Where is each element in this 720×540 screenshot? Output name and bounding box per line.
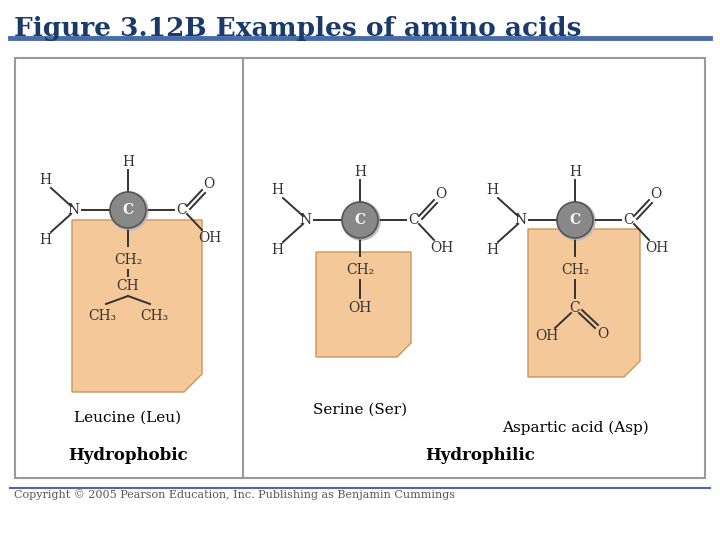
Text: CH₂: CH₂ bbox=[346, 263, 374, 277]
Polygon shape bbox=[72, 220, 202, 392]
Circle shape bbox=[110, 192, 148, 230]
Text: H: H bbox=[486, 243, 498, 257]
Circle shape bbox=[558, 203, 594, 239]
Text: Copyright © 2005 Pearson Education, Inc. Publishing as Benjamin Cummings: Copyright © 2005 Pearson Education, Inc.… bbox=[14, 490, 455, 501]
Text: Figure 3.12B Examples of amino acids: Figure 3.12B Examples of amino acids bbox=[14, 16, 582, 41]
Text: Serine (Ser): Serine (Ser) bbox=[313, 403, 407, 417]
Text: CH₂: CH₂ bbox=[114, 253, 142, 267]
Text: O: O bbox=[650, 187, 662, 201]
Text: C: C bbox=[409, 213, 419, 227]
Text: N: N bbox=[67, 203, 79, 217]
Circle shape bbox=[557, 202, 595, 240]
Text: C: C bbox=[624, 213, 634, 227]
Text: O: O bbox=[598, 327, 608, 341]
Text: H: H bbox=[39, 173, 51, 187]
Text: H: H bbox=[569, 165, 581, 179]
Text: C: C bbox=[176, 203, 187, 217]
Text: Aspartic acid (Asp): Aspartic acid (Asp) bbox=[502, 421, 649, 435]
Text: OH: OH bbox=[536, 329, 559, 343]
Circle shape bbox=[343, 203, 379, 239]
Text: C: C bbox=[122, 203, 134, 217]
Text: Hydrophobic: Hydrophobic bbox=[68, 447, 188, 463]
Text: H: H bbox=[39, 233, 51, 247]
Text: C: C bbox=[354, 213, 366, 227]
Circle shape bbox=[557, 202, 595, 240]
Text: CH₂: CH₂ bbox=[561, 263, 589, 277]
Text: CH₃: CH₃ bbox=[88, 309, 116, 323]
Text: H: H bbox=[271, 243, 283, 257]
Text: CH₃: CH₃ bbox=[140, 309, 168, 323]
Text: OH: OH bbox=[431, 241, 454, 255]
Text: OH: OH bbox=[199, 231, 222, 245]
Text: O: O bbox=[436, 187, 446, 201]
Circle shape bbox=[342, 202, 380, 240]
Circle shape bbox=[342, 202, 378, 238]
Polygon shape bbox=[528, 229, 640, 377]
Text: C: C bbox=[570, 301, 580, 315]
Text: H: H bbox=[122, 155, 134, 169]
Circle shape bbox=[110, 192, 146, 228]
Text: OH: OH bbox=[645, 241, 669, 255]
Text: H: H bbox=[271, 183, 283, 197]
Circle shape bbox=[110, 192, 148, 230]
Polygon shape bbox=[316, 252, 411, 357]
Text: H: H bbox=[486, 183, 498, 197]
Text: O: O bbox=[203, 177, 215, 191]
Text: Hydrophilic: Hydrophilic bbox=[425, 447, 535, 463]
Text: CH: CH bbox=[117, 279, 139, 293]
Text: C: C bbox=[570, 213, 580, 227]
FancyBboxPatch shape bbox=[15, 58, 705, 478]
Text: H: H bbox=[354, 165, 366, 179]
Circle shape bbox=[111, 193, 147, 229]
Text: N: N bbox=[299, 213, 311, 227]
Circle shape bbox=[343, 202, 379, 240]
Text: N: N bbox=[514, 213, 526, 227]
Text: Leucine (Leu): Leucine (Leu) bbox=[74, 411, 181, 425]
Circle shape bbox=[557, 202, 593, 238]
Text: OH: OH bbox=[348, 301, 372, 315]
